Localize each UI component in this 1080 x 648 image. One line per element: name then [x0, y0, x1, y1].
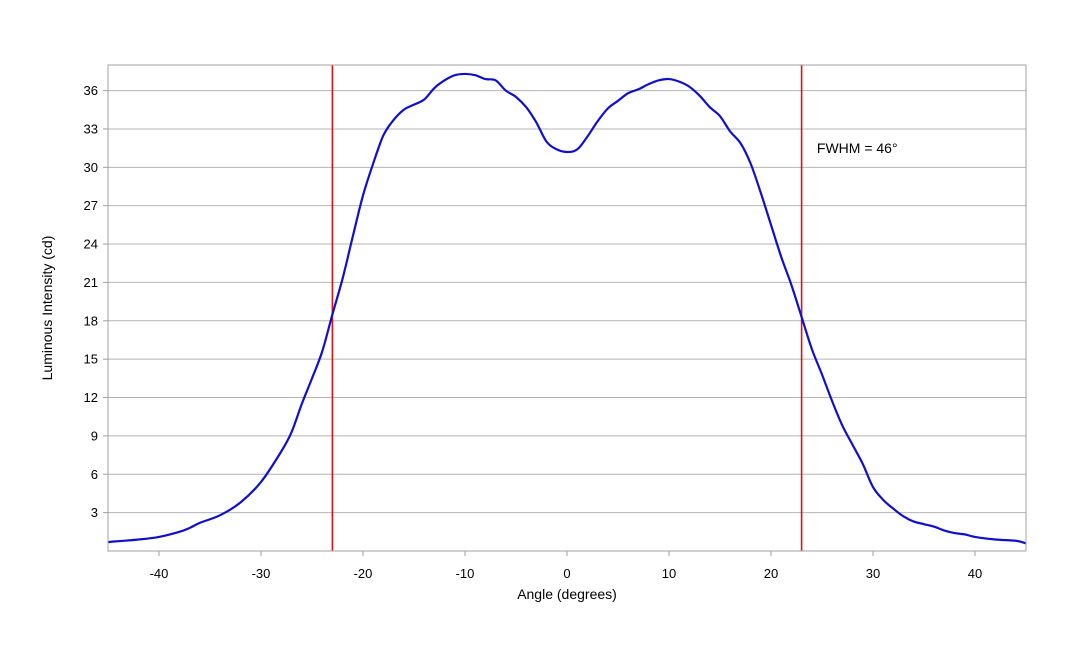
intensity-curve	[107, 72, 1027, 545]
x-tick-label: -20	[354, 566, 373, 581]
x-axis-ticks: -40 -30 -20 -10 0 10 20 30 40	[150, 551, 982, 581]
y-tick-label: 27	[84, 198, 98, 213]
y-tick-label: 36	[84, 83, 98, 98]
y-tick-label: 18	[84, 313, 98, 328]
y-tick-label: 33	[84, 121, 98, 136]
y-tick-label: 3	[91, 505, 98, 520]
y-tick-label: 24	[84, 237, 98, 252]
y-tick-label: 6	[91, 467, 98, 482]
fwhm-markers	[331, 65, 803, 551]
x-tick-label: 30	[866, 566, 880, 581]
x-tick-label: -40	[150, 566, 169, 581]
x-tick-label: -10	[456, 566, 475, 581]
x-tick-label: 10	[662, 566, 676, 581]
series-layer	[107, 72, 1027, 545]
x-tick-label: -30	[252, 566, 271, 581]
y-tick-label: 30	[84, 160, 98, 175]
y-axis-title: Luminous Intensity (cd)	[39, 236, 55, 381]
fwhm-annotation: FWHM = 46°	[817, 140, 898, 156]
gridlines	[108, 90, 1026, 514]
y-tick-label: 9	[91, 428, 98, 443]
plot-frame	[107, 64, 1027, 552]
x-tick-label: 40	[968, 566, 982, 581]
x-tick-label: 20	[764, 566, 778, 581]
y-tick-label: 21	[84, 275, 98, 290]
y-tick-label: 15	[84, 352, 98, 367]
y-tick-label: 12	[84, 390, 98, 405]
x-tick-label: 0	[563, 566, 570, 581]
x-axis-title: Angle (degrees)	[517, 586, 617, 602]
